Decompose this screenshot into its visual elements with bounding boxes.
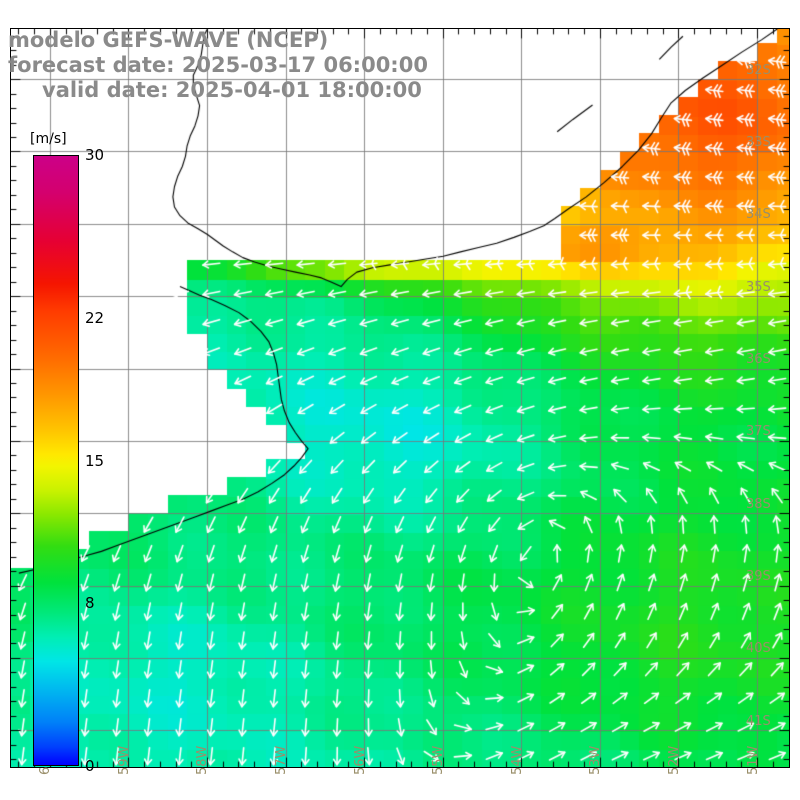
map-plot-area[interactable] [10, 28, 790, 768]
lat-label-41S: 41S [746, 713, 771, 729]
lon-label-57W: 57W [274, 745, 290, 775]
lon-label-58W: 58W [195, 745, 211, 775]
lat-label-36S: 36S [746, 352, 771, 368]
wind-field-canvas [11, 29, 789, 767]
lon-label-55W: 55W [431, 745, 447, 775]
lat-label-32S: 32S [746, 62, 771, 78]
lat-label-37S: 37S [746, 424, 771, 440]
lon-label-52W: 52W [666, 745, 682, 775]
lon-label-54W: 54W [509, 745, 525, 775]
lon-label-59W: 59W [116, 745, 132, 775]
lon-label-56W: 56W [352, 745, 368, 775]
lat-label-39S: 39S [746, 569, 771, 585]
lat-label-34S: 34S [746, 207, 771, 223]
colorbar-unit-label: [m/s] [30, 131, 67, 147]
lat-label-33S: 33S [746, 135, 771, 150]
lon-label-53W: 53W [588, 745, 604, 775]
colorbar-tick-22: 22 [85, 308, 105, 327]
lat-label-38S: 38S [746, 496, 771, 512]
lon-label-51W: 51W [745, 745, 761, 775]
colorbar-tick-0: 0 [85, 757, 95, 775]
colorbar-tick-8: 8 [85, 594, 95, 613]
lat-label-40S: 40S [746, 641, 771, 657]
colorbar-tick-30: 30 [85, 146, 105, 164]
colorbar: 30 22 15 8 0 [33, 146, 104, 775]
colorbar-gradient [33, 155, 79, 766]
colorbar-tick-15: 15 [85, 451, 105, 470]
lat-label-35S: 35S [746, 279, 771, 295]
